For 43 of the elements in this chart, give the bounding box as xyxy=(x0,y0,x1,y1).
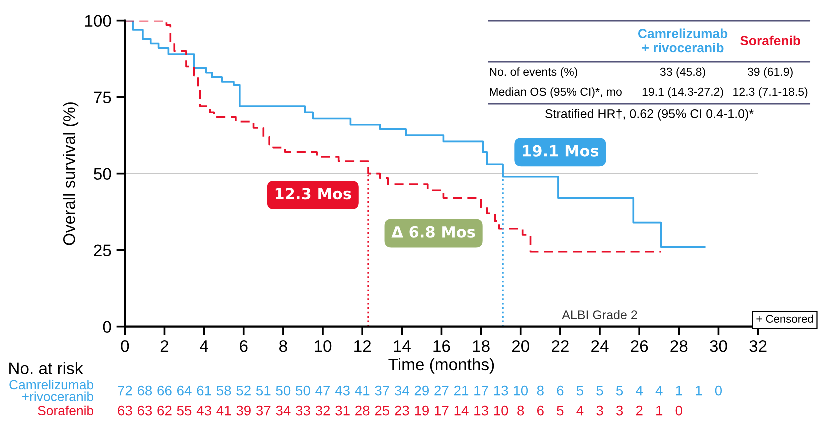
y-tick-label: 75 xyxy=(94,92,112,104)
y-tick-label: 25 xyxy=(94,244,112,257)
text: 63 63 62 55 43 41 39 37 34 33 32 31 28 25 23 19 17 14 13 10 8 6 5 4 3 3 2 1 0 xyxy=(118,406,682,416)
text: No. at risk xyxy=(10,362,84,374)
annotation: Δ 6.8 Mos xyxy=(392,226,476,238)
text: 72 68 66 64 61 58 52 51 50 50 47 43 41 37 34 29 27 21 17 13 10 8 6 5 5 5 4 4 1 1 0 xyxy=(118,386,722,396)
annotation: + Censored xyxy=(756,314,814,324)
y-tick-label: 50 xyxy=(94,168,112,180)
y-axis-title: Overall survival (%) xyxy=(63,102,79,246)
text: Camrelizumab +rivoceranib xyxy=(10,380,94,402)
x-tick-label: 30 xyxy=(710,340,728,352)
x-tick-label: 2 xyxy=(160,340,169,352)
x-tick-label: 12 xyxy=(354,340,372,352)
x-tick-label: 18 xyxy=(473,340,490,352)
annotation: 12.3 (7.1-18.5) xyxy=(734,88,808,98)
x-tick-label: 32 xyxy=(750,340,767,352)
y-tick-label: 100 xyxy=(85,15,112,28)
y-tick-label: 0 xyxy=(103,321,112,334)
annotation: 19.1 (14.3-27.2) xyxy=(642,88,724,98)
annotation: Stratified HR†, 0.62 (95% CI 0.4-1.0)* xyxy=(546,109,754,121)
x-tick-label: 22 xyxy=(552,340,569,352)
x-tick-label: 16 xyxy=(434,340,450,352)
annotation: 33 (45.8) xyxy=(660,68,706,78)
x-tick-label: 4 xyxy=(200,340,208,352)
x-tick-label: 14 xyxy=(394,340,411,352)
annotation: Median OS (95% CI)*, mo xyxy=(490,88,622,98)
x-tick-label: 0 xyxy=(121,340,130,352)
text: Sorafenib xyxy=(38,406,94,416)
text: Camrelizumab + rivoceranib xyxy=(638,28,728,53)
x-tick-label: 24 xyxy=(592,340,609,352)
annotation: 19.1 Mos xyxy=(523,145,599,157)
text: Sorafenib xyxy=(740,36,800,46)
x-tick-label: 6 xyxy=(240,340,248,352)
x-tick-label: 26 xyxy=(631,340,648,352)
x-tick-label: 10 xyxy=(315,340,332,352)
x-axis-title: Time (months) xyxy=(388,358,494,374)
x-tick-label: 20 xyxy=(512,340,530,352)
x-tick-label: 28 xyxy=(670,340,688,352)
annotation: ALBI Grade 2 xyxy=(562,310,638,320)
annotation: 39 (61.9) xyxy=(748,68,793,78)
x-tick-label: 8 xyxy=(280,340,288,352)
annotation: 12.3 Mos xyxy=(276,188,352,200)
annotation: No. of events (%) xyxy=(490,68,578,78)
